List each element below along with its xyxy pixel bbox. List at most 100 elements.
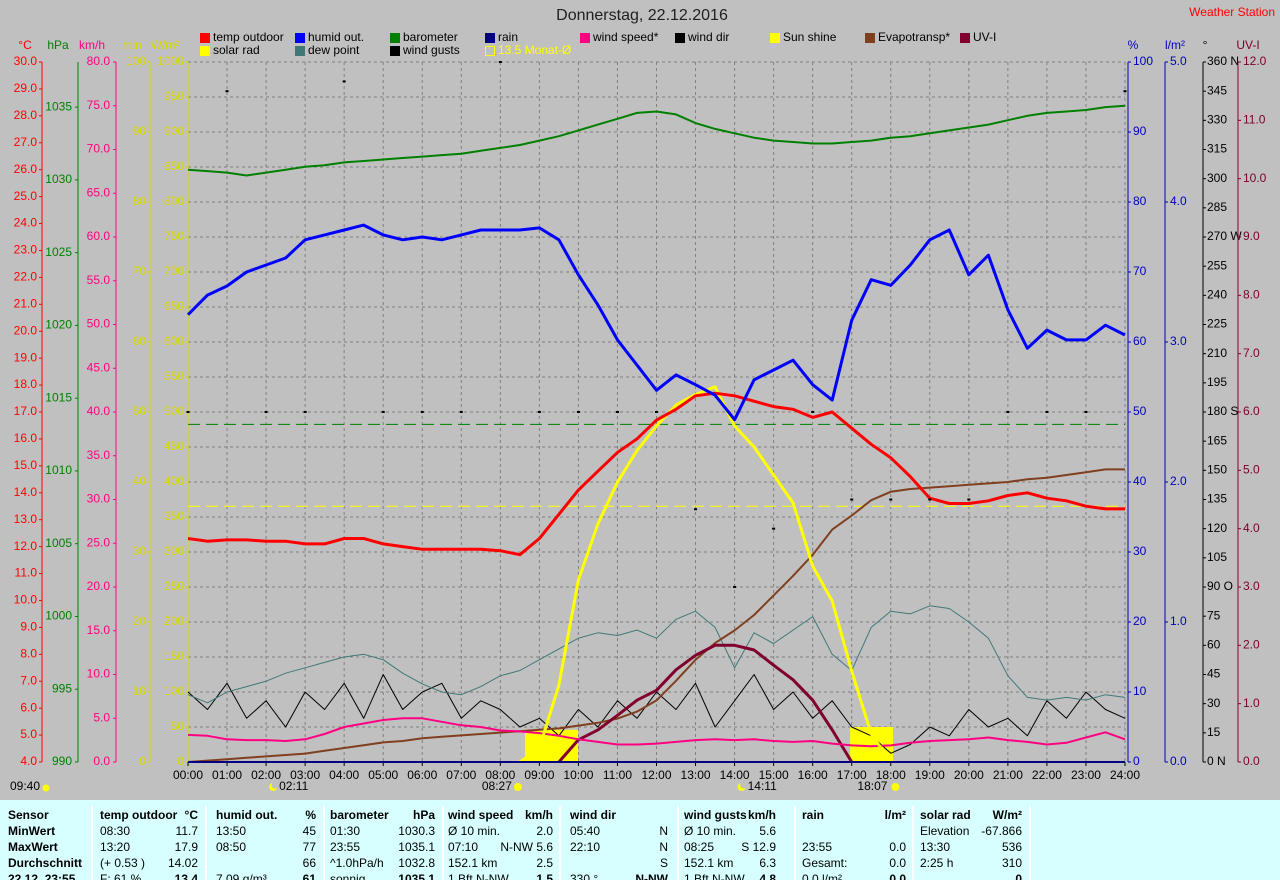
y-tick-label: 9.0 [1243,229,1260,243]
table-header: solar rad [920,808,971,822]
x-tick-label: 11:00 [603,768,632,782]
y-tick-label: 15.0 [14,458,38,472]
y-tick-label: 0 [1133,754,1140,768]
legend-label: Sun shine [783,30,837,44]
y-tick-label: 10.0 [1243,171,1267,185]
y-tick-label: 2.0 [1170,474,1187,488]
table-cell: 330 ° [570,872,598,880]
y-tick-label: 1005 [45,536,72,550]
y-tick-label: 11.0 [1243,113,1266,127]
axis-title: ° [1203,38,1208,52]
wind-dir-dot [381,411,385,413]
x-tick-label: 24:00 [1110,768,1140,782]
wind-dir-dot [967,498,971,501]
y-tick-label: 25.0 [14,189,38,203]
y-tick-label: 350 [164,509,184,523]
table-cell: N-NW 5.6 [500,840,553,854]
x-tick-label: 00:00 [173,768,203,782]
wind-dir-dot [303,411,307,413]
y-tick-label: 50 [133,404,147,418]
table-row-label: Durchschnitt [8,856,82,870]
table-header: wind gusts [683,808,747,822]
table-cell: Elevation [920,824,969,838]
table-background [0,800,1280,880]
table-cell: 0.0 l/m² [802,872,842,880]
y-tick-label: 5.0 [1243,463,1260,477]
y-tick-label: 150 [164,649,184,663]
y-tick-label: 5.0 [1170,54,1187,68]
y-tick-label: 40 [1133,474,1147,488]
y-tick-label: 315 [1207,142,1227,156]
table-unit: °C [185,808,199,822]
table-row-label: MaxWert [8,840,58,854]
y-tick-label: 6.0 [20,700,37,714]
x-tick-label: 07:00 [446,768,476,782]
y-tick-label: 8.0 [20,646,37,660]
table-cell: S 12.9 [741,840,776,854]
series-line [187,605,1126,704]
y-tick-label: 5.0 [20,727,37,741]
y-tick-label: 135 [1207,492,1227,506]
y-tick-label: 45.0 [87,360,111,374]
x-tick-label: 05:00 [368,768,398,782]
y-tick-label: 255 [1207,258,1227,272]
y-tick-label: 180 S [1207,404,1238,418]
wind-dir-dot [694,508,698,511]
axis-title: UV-I [1236,38,1259,52]
y-tick-label: 11.0 [15,566,38,580]
wind-dir-dot [537,411,541,413]
y-tick-label: 5.0 [93,710,110,724]
table-unit: l/m² [885,808,906,822]
table-unit: W/m² [993,808,1022,822]
x-tick-label: 15:00 [759,768,789,782]
y-tick-label: 10.0 [14,593,38,607]
table-cell: sonnig [330,872,365,880]
y-tick-label: 850 [164,159,184,173]
table-header: wind speed [447,808,513,822]
y-tick-label: 2.0 [1243,638,1260,652]
astro-label: 02:11 [279,779,308,793]
y-tick-label: 30 [1207,696,1221,710]
table-row-label: MinWert [8,824,55,838]
series-line [557,643,853,763]
y-tick-label: 800 [164,194,184,208]
table-cell: 08:30 [100,824,130,838]
wind-dir-dot [498,61,502,63]
y-tick-label: 650 [164,299,184,313]
x-tick-label: 18:00 [876,768,906,782]
table-cell: Ø 10 min. [448,824,500,838]
y-tick-label: 75 [1207,608,1221,622]
wind-dir-dot [615,411,619,413]
y-tick-label: 20 [133,614,147,628]
table-cell: ^1.0hPa/h [330,856,384,870]
table-cell: 07:10 [448,840,478,854]
x-tick-label: 01:00 [212,768,242,782]
table-cell: 08:25 [684,840,714,854]
legend-label: solar rad [213,43,260,57]
y-tick-label: 29.0 [14,81,38,95]
y-tick-label: 12.0 [14,539,38,553]
table-cell: 1 Bft N-NW [448,872,509,880]
table-cell: 01:30 [330,824,360,838]
wind-dir-dot [1006,411,1010,413]
moon-shadow [271,781,279,789]
y-tick-label: 20 [1133,614,1147,628]
legend-label: Evapotransp* [878,30,950,44]
y-tick-label: 50 [171,719,185,733]
legend-swatch [295,46,305,56]
y-tick-label: 80.0 [87,54,111,68]
astro-label: 08:27 [482,779,512,793]
x-tick-label: 16:00 [798,768,828,782]
y-tick-label: 250 [164,579,184,593]
y-tick-label: 995 [52,681,72,695]
series-line [187,717,1126,748]
x-tick-label: 08:00 [485,768,515,782]
y-tick-label: 9.0 [20,620,37,634]
table-unit: % [305,808,316,822]
y-tick-label: 100 [1133,54,1153,68]
x-tick-label: 21:00 [993,768,1023,782]
y-tick-label: 30 [1133,544,1147,558]
y-tick-label: 24.0 [14,216,38,230]
y-tick-label: 0.0 [93,754,110,768]
